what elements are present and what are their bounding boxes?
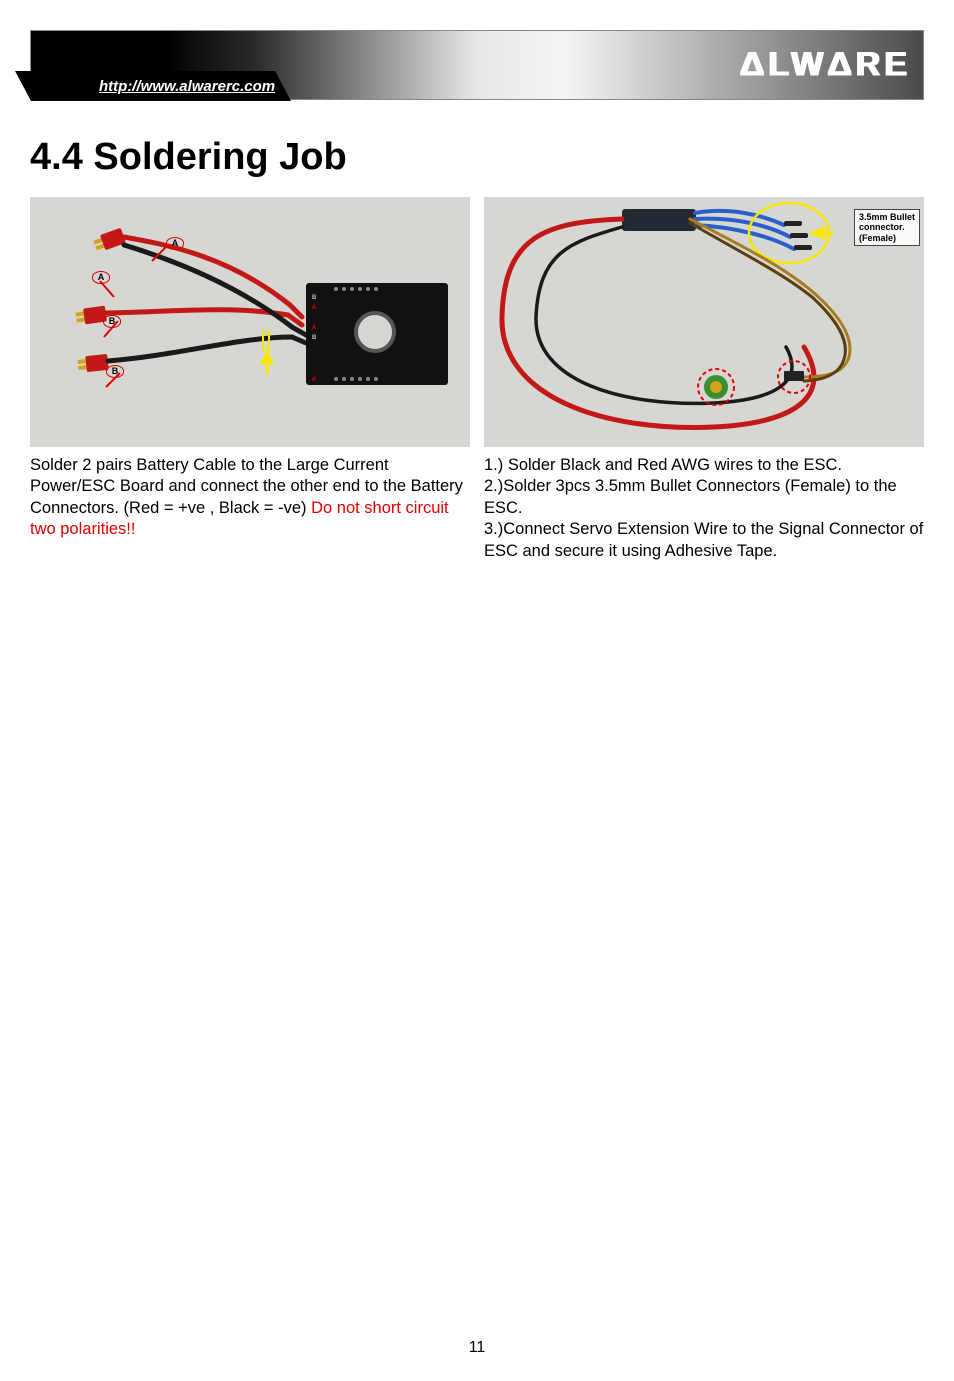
marker-b: B [106,365,124,378]
figure-battery-cable: A A B B A B A B d [30,197,470,447]
pcb-label: B [312,295,316,301]
section-title: 4.4 Soldering Job [30,136,924,179]
caption-right: 1.) Solder Black and Red AWG wires to th… [484,455,924,562]
figure-esc-wiring: 3.5mm Bullet connector. (Female) [484,197,924,447]
callout-box: 3.5mm Bullet connector. (Female) [854,209,920,246]
callout-line: connector. [859,222,915,232]
pcb-label: A [312,325,316,331]
header-bar: http://www.alwarerc.com ΔLWΔRE [30,30,924,100]
caption-step-1: 1.) Solder Black and Red AWG wires to th… [484,456,842,474]
pcb-label: B [312,335,316,341]
marker-a: A [92,271,110,284]
caption-left: Solder 2 pairs Battery Cable to the Larg… [30,455,470,541]
caption-step-2: 2.)Solder 3pcs 3.5mm Bullet Connectors (… [484,477,897,516]
page-number: 11 [0,1339,954,1357]
pcb-label: A [312,305,316,311]
marker-a: A [166,237,184,250]
header-url-link[interactable]: http://www.alwarerc.com [99,78,275,95]
callout-line: 3.5mm Bullet [859,212,915,222]
brand-logo: ΔLWΔRE [740,46,911,85]
marker-b: B [103,315,121,328]
pcb-hole-icon [354,311,396,353]
callout-line: (Female) [859,233,915,243]
pcb-label: d [312,377,316,383]
caption-step-3: 3.)Connect Servo Extension Wire to the S… [484,520,923,559]
yellow-highlight-icon [262,331,270,351]
pcb-icon: A B A B d [306,283,448,385]
two-column-layout: A A B B A B A B d Solder 2 pairs Battery… [30,197,924,562]
left-column: A A B B A B A B d Solder 2 pairs Battery… [30,197,470,562]
right-column: 3.5mm Bullet connector. (Female) 1.) Sol… [484,197,924,562]
page-content: 4.4 Soldering Job [30,136,924,562]
